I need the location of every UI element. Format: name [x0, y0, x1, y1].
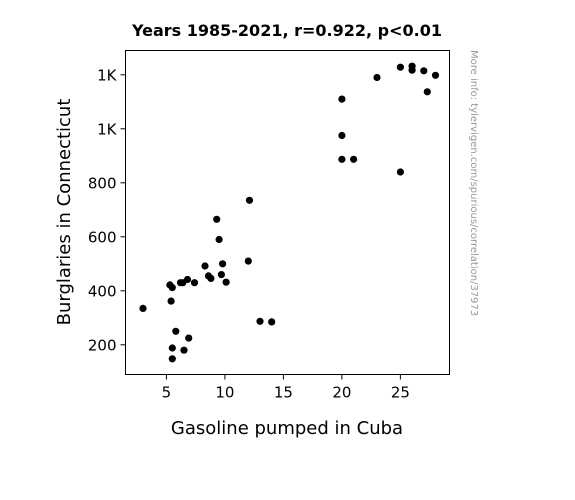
data-point	[256, 317, 264, 325]
data-point	[185, 334, 193, 342]
data-point	[396, 168, 404, 176]
x-tick-label: 10	[215, 384, 234, 402]
data-point	[338, 155, 346, 163]
data-point	[217, 271, 225, 279]
chart-title: Years 1985-2021, r=0.922, p<0.01	[131, 21, 442, 40]
data-point	[168, 355, 176, 363]
watermark-text: More info: tylervigen.com/spurious/corre…	[468, 50, 479, 316]
data-point	[168, 344, 176, 352]
data-point	[201, 262, 209, 270]
data-point	[431, 71, 440, 79]
x-tick-label: 15	[274, 384, 293, 402]
y-tick-label: 200	[88, 336, 117, 354]
data-point	[222, 278, 230, 286]
data-point	[338, 95, 346, 103]
data-point	[396, 63, 404, 71]
y-tick-label: 1K	[97, 120, 118, 138]
data-point	[168, 284, 176, 292]
y-tick-label: 1K	[97, 66, 118, 84]
data-point	[268, 318, 276, 326]
data-point	[245, 196, 254, 204]
x-tick-label: 25	[391, 384, 410, 402]
data-point	[244, 257, 252, 265]
data-point	[219, 260, 227, 268]
data-point	[190, 279, 199, 287]
x-axis-label: Gasoline pumped in Cuba	[171, 418, 403, 439]
data-point	[423, 88, 431, 96]
plot-frame	[125, 50, 450, 375]
data-point	[408, 66, 416, 74]
data-point	[139, 304, 147, 312]
data-point	[420, 67, 428, 75]
y-axis-ticks: 200 400 600 800 1K 1K	[88, 66, 126, 354]
y-tick-label: 400	[88, 282, 117, 300]
y-tick-label: 800	[88, 174, 117, 192]
y-axis-label: Burglaries in Connecticut	[54, 99, 75, 326]
data-point	[183, 275, 192, 284]
y-tick-label: 600	[88, 228, 117, 246]
data-point	[167, 297, 175, 305]
data-points	[139, 62, 440, 363]
x-tick-label: 5	[162, 384, 172, 402]
data-point	[207, 274, 215, 282]
data-point	[213, 215, 221, 223]
data-point	[180, 346, 188, 354]
data-point	[350, 155, 358, 163]
data-point	[215, 235, 223, 244]
x-tick-label: 20	[332, 384, 351, 402]
data-point	[172, 327, 180, 335]
x-axis-ticks: 5 10 15 20 25	[162, 374, 410, 402]
data-point	[338, 131, 346, 140]
data-point	[373, 73, 381, 82]
